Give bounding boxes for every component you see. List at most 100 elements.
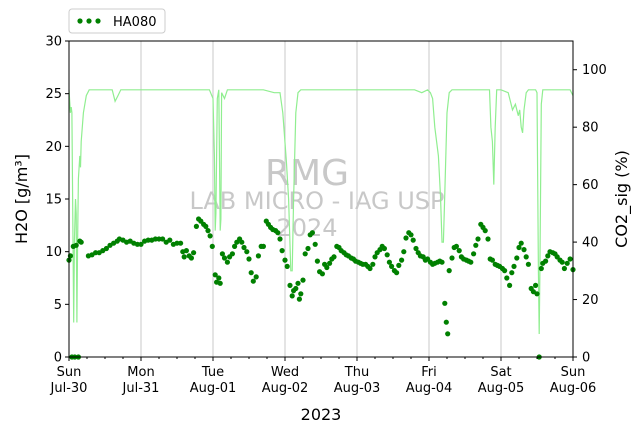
h2o-point bbox=[255, 253, 261, 259]
h2o-point bbox=[73, 242, 79, 248]
left-tick-label: 30 bbox=[45, 35, 62, 50]
h2o-point bbox=[253, 274, 259, 280]
h2o-point bbox=[293, 285, 299, 292]
h2o-point bbox=[507, 282, 513, 288]
h2o-point bbox=[471, 251, 477, 257]
left-axis-title: H2O [g/m³] bbox=[12, 154, 31, 244]
legend-marker bbox=[95, 18, 101, 24]
h2o-point bbox=[561, 265, 568, 272]
h2o-point bbox=[381, 245, 387, 252]
h2o-point bbox=[279, 248, 285, 254]
x-tick-label-date: Aug-02 bbox=[262, 381, 309, 396]
right-tick-label: 60 bbox=[582, 178, 599, 193]
x-tick-label-day: Thu bbox=[344, 365, 369, 380]
left-tick-label: 25 bbox=[45, 87, 62, 102]
h2o-point bbox=[445, 331, 451, 337]
h2o-point bbox=[456, 248, 462, 254]
h2o-point bbox=[103, 245, 109, 252]
h2o-point bbox=[212, 272, 218, 278]
h2o-point bbox=[232, 243, 238, 249]
h2o-point bbox=[183, 248, 189, 254]
h2o-point bbox=[188, 255, 194, 261]
legend-marker bbox=[77, 18, 83, 24]
h2o-point bbox=[216, 275, 222, 281]
h2o-point bbox=[389, 263, 395, 269]
h2o-point bbox=[205, 228, 211, 234]
x-tick-label-date: Aug-06 bbox=[550, 381, 597, 396]
h2o-point bbox=[277, 236, 283, 242]
h2o-point bbox=[178, 240, 184, 246]
h2o-point bbox=[475, 236, 481, 242]
h2o-point bbox=[473, 242, 479, 248]
h2o-point bbox=[174, 240, 180, 246]
h2o-point bbox=[386, 259, 392, 265]
h2o-point bbox=[403, 235, 409, 241]
h2o-point bbox=[246, 256, 252, 262]
left-tick-label: 10 bbox=[45, 245, 62, 260]
right-axis: 0 20 40 60 80 100 bbox=[573, 63, 607, 366]
x-tick-label-day: Fri bbox=[421, 365, 437, 380]
watermark-line2: LAB MICRO - IAG USP bbox=[189, 187, 444, 215]
x-tick-label-day: Tue bbox=[201, 365, 224, 380]
h2o-point bbox=[533, 282, 539, 288]
h2o-point bbox=[370, 261, 376, 267]
h2o-point bbox=[282, 257, 288, 263]
h2o-point bbox=[538, 265, 544, 272]
legend-label: HA080 bbox=[113, 15, 156, 30]
h2o-point bbox=[521, 247, 527, 253]
h2o-point bbox=[298, 291, 304, 297]
h2o-point bbox=[224, 259, 230, 265]
h2o-point bbox=[367, 265, 373, 272]
co2-sig-line bbox=[68, 89, 574, 335]
h2o-point bbox=[156, 236, 162, 242]
x-axis: SunJul-30MonJul-31TueAug-01WedAug-02ThuA… bbox=[50, 357, 597, 396]
h2o-point bbox=[229, 251, 235, 257]
h2o-point bbox=[181, 254, 187, 260]
h2o-point bbox=[209, 243, 215, 249]
h2o-point bbox=[203, 223, 209, 229]
x-tick-label-day: Wed bbox=[271, 365, 299, 380]
h2o-point bbox=[287, 282, 293, 288]
h2o-point bbox=[300, 277, 306, 283]
h2o-point bbox=[221, 255, 228, 261]
watermark-line1: RMG bbox=[265, 153, 349, 194]
h2o-point bbox=[241, 244, 247, 251]
left-axis: 0 5 10 15 20 25 30 bbox=[45, 35, 69, 366]
h2o-point bbox=[314, 258, 320, 264]
left-tick-label: 5 bbox=[54, 298, 62, 313]
h2o-point bbox=[138, 241, 144, 247]
h2o-point bbox=[504, 275, 510, 281]
h2o-point bbox=[145, 237, 151, 243]
h2o-point bbox=[331, 254, 337, 260]
h2o-point bbox=[160, 236, 166, 242]
x-tick-label-day: Mon bbox=[127, 365, 154, 380]
h2o-point bbox=[408, 232, 414, 238]
right-tick-label: 100 bbox=[582, 63, 607, 78]
left-tick-label: 15 bbox=[45, 193, 62, 208]
watermark-line3: 2024 bbox=[276, 214, 337, 242]
h2o-point bbox=[523, 254, 529, 260]
h2o-point bbox=[289, 293, 295, 299]
h2o-point bbox=[485, 236, 491, 242]
left-tick-label: 20 bbox=[45, 140, 62, 155]
h2o-point bbox=[564, 260, 570, 266]
h2o-point bbox=[239, 239, 245, 245]
h2o-point bbox=[219, 251, 225, 257]
h2o-point bbox=[534, 291, 540, 297]
h2o-point bbox=[295, 280, 301, 286]
h2o-point bbox=[309, 230, 315, 236]
x-tick-label-date: Jul-30 bbox=[50, 381, 88, 396]
h2o-point bbox=[193, 223, 199, 229]
x-tick-label-date: Aug-05 bbox=[478, 381, 525, 396]
h2o-point bbox=[275, 230, 281, 236]
h2o-point bbox=[167, 237, 173, 243]
h2o-point bbox=[191, 250, 197, 256]
h2o-point bbox=[396, 262, 402, 268]
h2o-point bbox=[446, 268, 452, 274]
h2o-point bbox=[152, 236, 158, 242]
h2o-point bbox=[525, 261, 532, 267]
h2o-point bbox=[482, 228, 488, 234]
h2o-point bbox=[413, 245, 419, 252]
legend: HA080 bbox=[68, 8, 166, 34]
